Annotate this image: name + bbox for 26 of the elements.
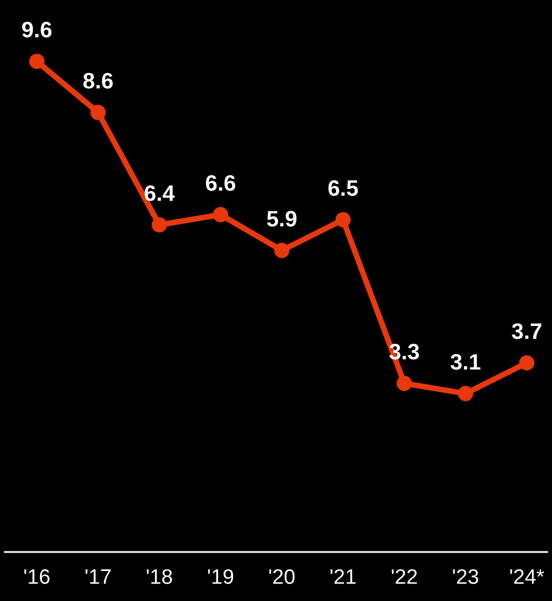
x-tick-label: '20 [269,569,295,584]
x-tick-label: '24* [510,569,544,584]
x-tick-label: '16 [24,569,50,584]
point [29,54,44,69]
data-label: 6.5 [328,180,358,196]
point [212,207,228,222]
point [274,242,290,258]
x-tick-label: '19 [208,569,234,584]
x-tick-label: '21 [330,569,356,584]
x-tick-label: '22 [392,569,417,584]
point [396,376,412,391]
x-tick-label: '17 [86,569,111,584]
data-label: 6.4 [144,185,175,202]
x-tick-label: '23 [453,569,478,584]
point [519,355,534,371]
data-label: 5.9 [267,210,296,227]
data-label: 3.1 [450,354,480,370]
data-label: 6.6 [206,175,236,191]
point [90,104,106,120]
point [335,212,351,228]
point [458,386,474,402]
data-label: 3.7 [512,323,542,340]
data-label: 9.6 [22,22,52,38]
x-tick-label: '18 [146,569,172,584]
point [152,217,167,233]
data-label: 8.6 [83,72,113,89]
